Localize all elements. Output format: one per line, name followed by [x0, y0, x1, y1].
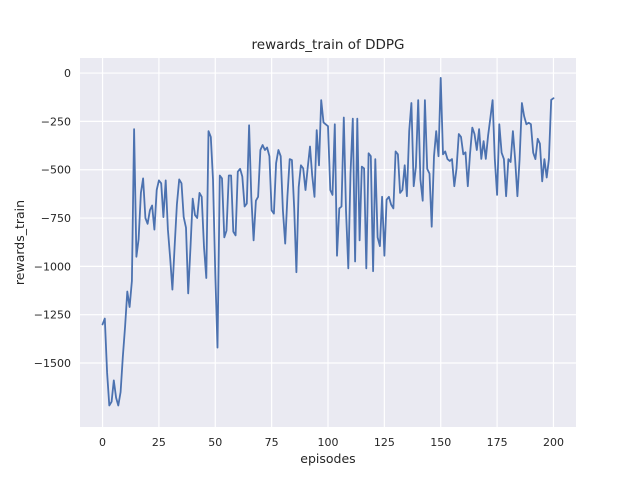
y-tick-label: −1000 — [34, 260, 71, 273]
x-tick-label: 200 — [543, 436, 564, 449]
chart-title: rewards_train of DDPG — [252, 37, 405, 53]
x-tick-label: 125 — [374, 436, 395, 449]
x-tick-label: 0 — [99, 436, 106, 449]
x-tick-label: 25 — [152, 436, 166, 449]
series-line-rewards-train — [101, 77, 555, 407]
y-axis-ticks: 0 −250 −500 −750 −1000 −1250 −1500 — [34, 67, 71, 370]
y-tick-label: −250 — [41, 115, 71, 128]
x-axis-ticks: 0 25 50 75 100 125 150 175 200 — [99, 436, 564, 449]
y-tick-label: −500 — [41, 164, 71, 177]
x-tick-label: 75 — [265, 436, 279, 449]
x-tick-label: 100 — [318, 436, 339, 449]
x-tick-label: 50 — [208, 436, 222, 449]
y-tick-label: −1250 — [34, 309, 71, 322]
y-tick-label: −750 — [41, 212, 71, 225]
y-tick-label: 0 — [64, 67, 71, 80]
y-axis-label: rewards_train — [12, 200, 27, 285]
x-axis-label: episodes — [300, 451, 355, 466]
y-tick-label: −1500 — [34, 357, 71, 370]
x-tick-label: 150 — [430, 436, 451, 449]
x-tick-label: 175 — [487, 436, 508, 449]
